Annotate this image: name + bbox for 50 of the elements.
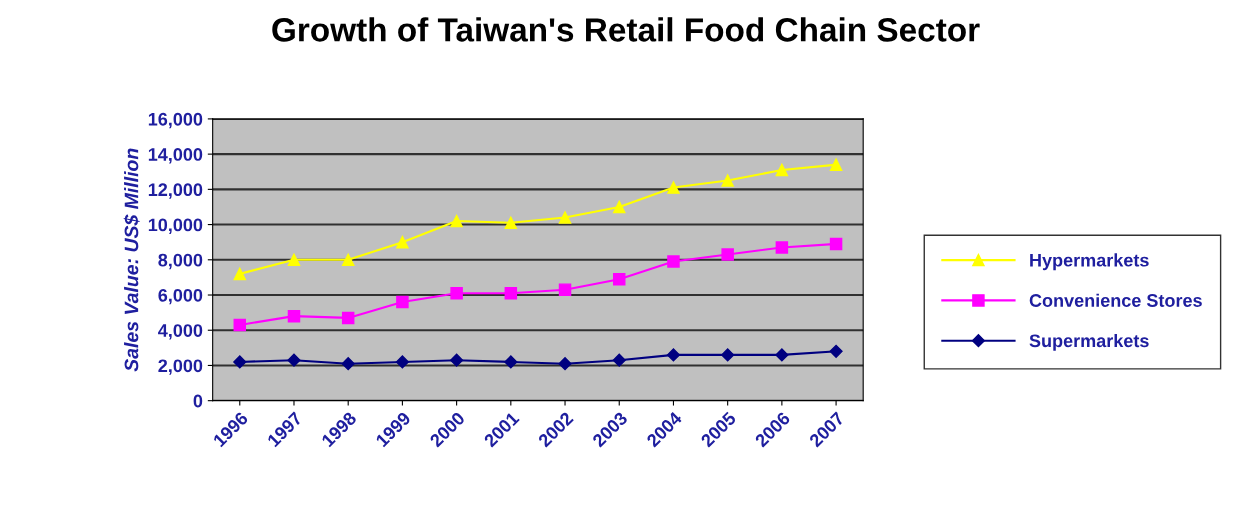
- y-tick-label: 2,000: [158, 359, 203, 375]
- legend-label: Hypermarkets: [1030, 253, 1149, 271]
- point: [504, 216, 518, 230]
- y-tick-label: 10,000: [148, 218, 203, 234]
- point: [341, 357, 355, 371]
- point: [775, 241, 789, 254]
- point: [721, 174, 734, 187]
- point: [558, 283, 572, 296]
- point: [558, 211, 572, 224]
- point: [721, 348, 735, 362]
- point: [287, 353, 301, 367]
- point: [450, 353, 464, 367]
- y-tick-label: 6,000: [158, 288, 203, 305]
- y-tick-label: 4,000: [158, 324, 203, 340]
- point: [450, 214, 463, 228]
- point: [667, 255, 680, 268]
- legend-label: Supermarkets: [1029, 333, 1149, 351]
- legend-label: Convenience Stores: [1029, 293, 1202, 307]
- point: [504, 355, 518, 369]
- point: [612, 353, 626, 367]
- point: [341, 253, 355, 267]
- y-tick-label: 8,000: [158, 253, 203, 270]
- point: [287, 309, 301, 323]
- point: [775, 348, 789, 362]
- y-axis-title: Sales Value: US$ Million: [123, 148, 140, 372]
- point: [395, 355, 409, 369]
- point: [829, 344, 843, 358]
- point: [233, 318, 247, 332]
- point: [612, 200, 626, 214]
- point: [775, 163, 789, 177]
- y-tick-label: 0: [193, 394, 203, 408]
- point: [558, 357, 572, 371]
- point: [233, 267, 247, 281]
- point: [504, 287, 518, 300]
- chart-title: Growth of Taiwan's Retail Food Chain Sector: [272, 17, 980, 42]
- point: [450, 287, 463, 300]
- point: [829, 158, 843, 171]
- y-tick-label: 14,000: [148, 148, 203, 164]
- y-tick-label: 16,000: [148, 112, 203, 129]
- point: [396, 235, 409, 249]
- point: [233, 355, 247, 369]
- point: [396, 295, 409, 309]
- point: [287, 253, 301, 267]
- point: [666, 348, 681, 362]
- point: [667, 181, 680, 194]
- y-tick-label: 12,000: [148, 183, 203, 199]
- point: [341, 311, 355, 325]
- point: [721, 248, 734, 261]
- point: [829, 237, 843, 251]
- point: [612, 272, 626, 286]
